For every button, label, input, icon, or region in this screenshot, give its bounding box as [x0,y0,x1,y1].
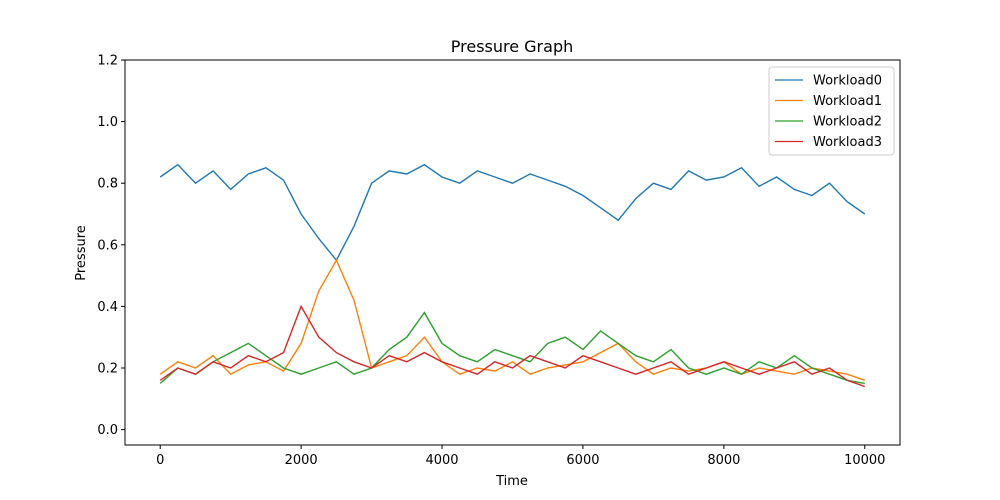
x-axis-title: Time [495,474,528,489]
y-tick-label: 0.2 [97,362,118,377]
x-tick-label: 6000 [566,453,599,468]
legend-label-workload1: Workload1 [813,94,882,109]
y-axis: 0.0 0.2 0.4 0.6 0.8 1.0 1.2 [97,54,125,439]
x-axis: 0 2000 4000 6000 8000 10000 [156,445,885,468]
y-tick-label: 0.0 [97,423,118,438]
x-tick-label: 0 [156,453,164,468]
legend-label-workload2: Workload2 [813,115,882,130]
y-tick-label: 1.0 [97,115,118,130]
y-tick-label: 1.2 [97,54,118,69]
legend: Workload0 Workload1 Workload2 Workload3 [769,67,894,155]
chart-title: Pressure Graph [451,37,573,56]
x-tick-label: 8000 [707,453,740,468]
y-tick-label: 0.4 [97,300,118,315]
legend-label-workload3: Workload3 [813,135,882,150]
y-axis-title: Pressure [74,225,89,281]
legend-label-workload0: Workload0 [813,74,882,89]
y-tick-label: 0.8 [97,177,118,192]
x-tick-label: 4000 [425,453,458,468]
y-tick-label: 0.6 [97,238,118,253]
x-tick-label: 10000 [844,453,885,468]
x-tick-label: 2000 [285,453,318,468]
